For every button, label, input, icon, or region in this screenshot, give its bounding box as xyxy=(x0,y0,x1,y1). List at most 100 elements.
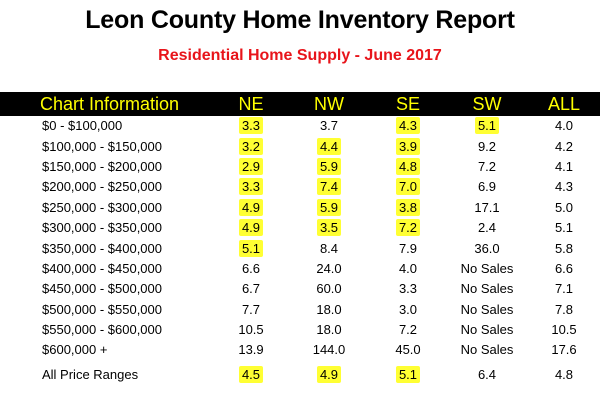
highlighted-value: 4.9 xyxy=(238,198,264,216)
cell-all: 5.8 xyxy=(528,238,600,258)
cell-all: 4.0 xyxy=(528,116,600,136)
cell-value: 7.7 xyxy=(241,301,261,317)
table-row: $300,000 - $350,000 4.9 3.5 7.2 2.4 5.1 xyxy=(0,218,600,238)
cell-nw: 18.0 xyxy=(288,320,370,340)
cell-value: 7.1 xyxy=(554,281,574,297)
table-row: $600,000 + 13.9 144.0 45.0 No Sales 17.6 xyxy=(0,340,600,360)
column-header-chart-information: Chart Information xyxy=(40,94,180,114)
highlighted-value: 3.3 xyxy=(238,117,264,135)
cell-value: 13.9 xyxy=(238,342,264,358)
cell-se: 5.1 xyxy=(370,361,446,385)
table-row: $450,000 - $500,000 6.7 60.0 3.3 No Sales 7.1 xyxy=(0,279,600,299)
cell-nw: 5.9 xyxy=(288,157,370,177)
cell-sw: 7.2 xyxy=(446,157,528,177)
highlighted-value: 4.5 xyxy=(238,365,264,383)
cell-value: 17.1 xyxy=(474,199,500,215)
cell-se: 4.3 xyxy=(370,116,446,136)
cell-sw: 17.1 xyxy=(446,198,528,218)
highlighted-value: 4.9 xyxy=(316,365,342,383)
highlighted-value: 3.8 xyxy=(395,198,421,216)
table-row: $0 - $100,000 3.3 3.7 4.3 5.1 4.0 xyxy=(0,116,600,136)
cell-se: 45.0 xyxy=(370,340,446,360)
cell-nw: 5.9 xyxy=(288,198,370,218)
highlighted-value: 3.2 xyxy=(238,137,264,155)
cell-nw: 7.4 xyxy=(288,177,370,197)
highlighted-value: 7.2 xyxy=(395,219,421,237)
cell-value: 6.4 xyxy=(477,366,497,382)
cell-value: 3.3 xyxy=(398,281,418,297)
cell-all: 6.6 xyxy=(528,259,600,279)
cell-se: 3.8 xyxy=(370,198,446,218)
table-body: $0 - $100,000 3.3 3.7 4.3 5.1 4.0 $100,000 - $… xyxy=(0,116,600,385)
cell-nw: 3.5 xyxy=(288,218,370,238)
cell-se: 4.0 xyxy=(370,259,446,279)
cell-value: 2.4 xyxy=(477,220,497,236)
cell-sw: No Sales xyxy=(446,340,528,360)
cell-sw: No Sales xyxy=(446,279,528,299)
price-range-label: $0 - $100,000 xyxy=(42,118,123,134)
cell-ne: 4.5 xyxy=(214,361,288,385)
cell-all: 7.1 xyxy=(528,279,600,299)
column-header-nw: NW xyxy=(314,94,344,114)
highlighted-value: 5.1 xyxy=(474,117,500,135)
cell-ne: 3.3 xyxy=(214,177,288,197)
cell-value: 3.7 xyxy=(319,118,339,134)
cell-value: 6.6 xyxy=(241,260,261,276)
cell-nw: 144.0 xyxy=(288,340,370,360)
cell-value: 17.6 xyxy=(551,342,577,358)
price-range-label: $150,000 - $200,000 xyxy=(42,158,162,174)
cell-sw: 6.4 xyxy=(446,361,528,385)
cell-value: 4.0 xyxy=(554,118,574,134)
table-row: $150,000 - $200,000 2.9 5.9 4.8 7.2 4.1 xyxy=(0,157,600,177)
table-header-row: Chart Information NE NW SE SW ALL xyxy=(0,92,600,116)
table-row: $500,000 - $550,000 7.7 18.0 3.0 No Sales 7.8 xyxy=(0,300,600,320)
highlighted-value: 5.1 xyxy=(238,239,264,257)
cell-ne: 4.9 xyxy=(214,218,288,238)
cell-value: 60.0 xyxy=(316,281,342,297)
cell-ne: 2.9 xyxy=(214,157,288,177)
cell-all: 4.8 xyxy=(528,361,600,385)
cell-ne: 7.7 xyxy=(214,300,288,320)
table-row: $200,000 - $250,000 3.3 7.4 7.0 6.9 4.3 xyxy=(0,177,600,197)
cell-nw: 8.4 xyxy=(288,238,370,258)
cell-se: 3.9 xyxy=(370,136,446,156)
cell-ne: 3.2 xyxy=(214,136,288,156)
cell-value: 18.0 xyxy=(316,301,342,317)
price-range-label: $600,000 + xyxy=(42,342,108,358)
highlighted-value: 7.0 xyxy=(395,178,421,196)
cell-value: 6.6 xyxy=(554,260,574,276)
cell-value: No Sales xyxy=(460,301,514,317)
cell-value: 4.2 xyxy=(554,138,574,154)
cell-se: 3.0 xyxy=(370,300,446,320)
price-range-label: $100,000 - $150,000 xyxy=(42,138,162,154)
price-range-label: $300,000 - $350,000 xyxy=(42,220,162,236)
column-header-all: ALL xyxy=(547,94,581,114)
price-range-label: $500,000 - $550,000 xyxy=(42,301,162,317)
cell-value: 5.0 xyxy=(554,199,574,215)
cell-value: 6.7 xyxy=(241,281,261,297)
table-row: All Price Ranges 4.5 4.9 5.1 6.4 4.8 xyxy=(0,361,600,385)
cell-value: 5.8 xyxy=(554,240,574,256)
cell-ne: 6.7 xyxy=(214,279,288,299)
cell-se: 3.3 xyxy=(370,279,446,299)
cell-value: 7.2 xyxy=(477,158,497,174)
price-range-label: $550,000 - $600,000 xyxy=(42,322,162,338)
highlighted-value: 3.5 xyxy=(316,219,342,237)
cell-value: 8.4 xyxy=(319,240,339,256)
table-row: $350,000 - $400,000 5.1 8.4 7.9 36.0 5.8 xyxy=(0,238,600,258)
cell-all: 4.1 xyxy=(528,157,600,177)
highlighted-value: 2.9 xyxy=(238,157,264,175)
cell-ne: 13.9 xyxy=(214,340,288,360)
column-header-sw: SW xyxy=(472,94,502,114)
cell-sw: 5.1 xyxy=(446,116,528,136)
cell-sw: 2.4 xyxy=(446,218,528,238)
cell-value: 4.8 xyxy=(554,366,574,382)
cell-value: No Sales xyxy=(460,260,514,276)
cell-nw: 4.9 xyxy=(288,361,370,385)
column-header-ne: NE xyxy=(238,94,264,114)
cell-value: 3.0 xyxy=(398,301,418,317)
cell-ne: 6.6 xyxy=(214,259,288,279)
price-range-label: All Price Ranges xyxy=(42,366,139,382)
cell-sw: 6.9 xyxy=(446,177,528,197)
price-range-label: $450,000 - $500,000 xyxy=(42,281,162,297)
